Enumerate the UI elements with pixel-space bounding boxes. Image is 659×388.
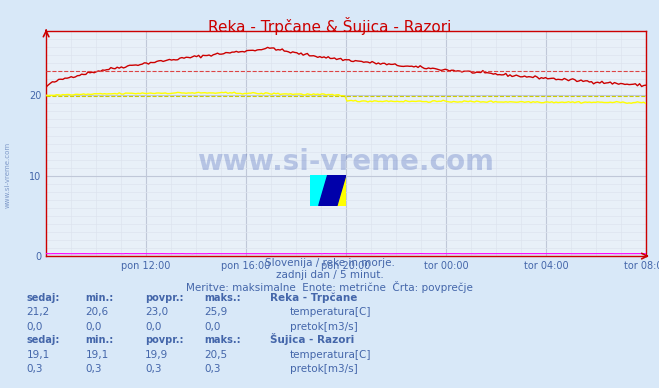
Text: www.si-vreme.com: www.si-vreme.com (198, 147, 494, 175)
Text: maks.:: maks.: (204, 293, 241, 303)
Text: 19,1: 19,1 (26, 350, 49, 360)
Text: 23,0: 23,0 (145, 307, 168, 317)
Text: 0,0: 0,0 (86, 322, 102, 332)
Bar (328, 175, 346, 206)
Polygon shape (319, 175, 346, 206)
Text: www.si-vreme.com: www.si-vreme.com (5, 142, 11, 208)
Text: zadnji dan / 5 minut.: zadnji dan / 5 minut. (275, 270, 384, 280)
Text: temperatura[C]: temperatura[C] (290, 307, 372, 317)
Text: maks.:: maks.: (204, 335, 241, 345)
Text: 0,0: 0,0 (26, 322, 43, 332)
Text: min.:: min.: (86, 335, 114, 345)
Text: Slovenija / reke in morje.: Slovenija / reke in morje. (264, 258, 395, 268)
Text: 0,0: 0,0 (145, 322, 161, 332)
Text: 0,3: 0,3 (26, 364, 43, 374)
Text: 20,5: 20,5 (204, 350, 227, 360)
Text: 0,0: 0,0 (204, 322, 221, 332)
Bar (310, 175, 328, 206)
Text: pretok[m3/s]: pretok[m3/s] (290, 322, 358, 332)
Text: Reka - Trpčane & Šujica - Razori: Reka - Trpčane & Šujica - Razori (208, 17, 451, 35)
Text: 20,6: 20,6 (86, 307, 109, 317)
Text: sedaj:: sedaj: (26, 335, 60, 345)
Text: 21,2: 21,2 (26, 307, 49, 317)
Text: 19,9: 19,9 (145, 350, 168, 360)
Text: povpr.:: povpr.: (145, 335, 183, 345)
Text: sedaj:: sedaj: (26, 293, 60, 303)
Text: 0,3: 0,3 (86, 364, 102, 374)
Text: min.:: min.: (86, 293, 114, 303)
Text: 0,3: 0,3 (204, 364, 221, 374)
Text: pretok[m3/s]: pretok[m3/s] (290, 364, 358, 374)
Text: Šujica - Razori: Šujica - Razori (270, 333, 355, 345)
Text: Reka - Trpčane: Reka - Trpčane (270, 292, 358, 303)
Text: temperatura[C]: temperatura[C] (290, 350, 372, 360)
Text: 25,9: 25,9 (204, 307, 227, 317)
Text: Meritve: maksimalne  Enote: metrične  Črta: povprečje: Meritve: maksimalne Enote: metrične Črta… (186, 281, 473, 293)
Text: 0,3: 0,3 (145, 364, 161, 374)
Text: 19,1: 19,1 (86, 350, 109, 360)
Text: povpr.:: povpr.: (145, 293, 183, 303)
